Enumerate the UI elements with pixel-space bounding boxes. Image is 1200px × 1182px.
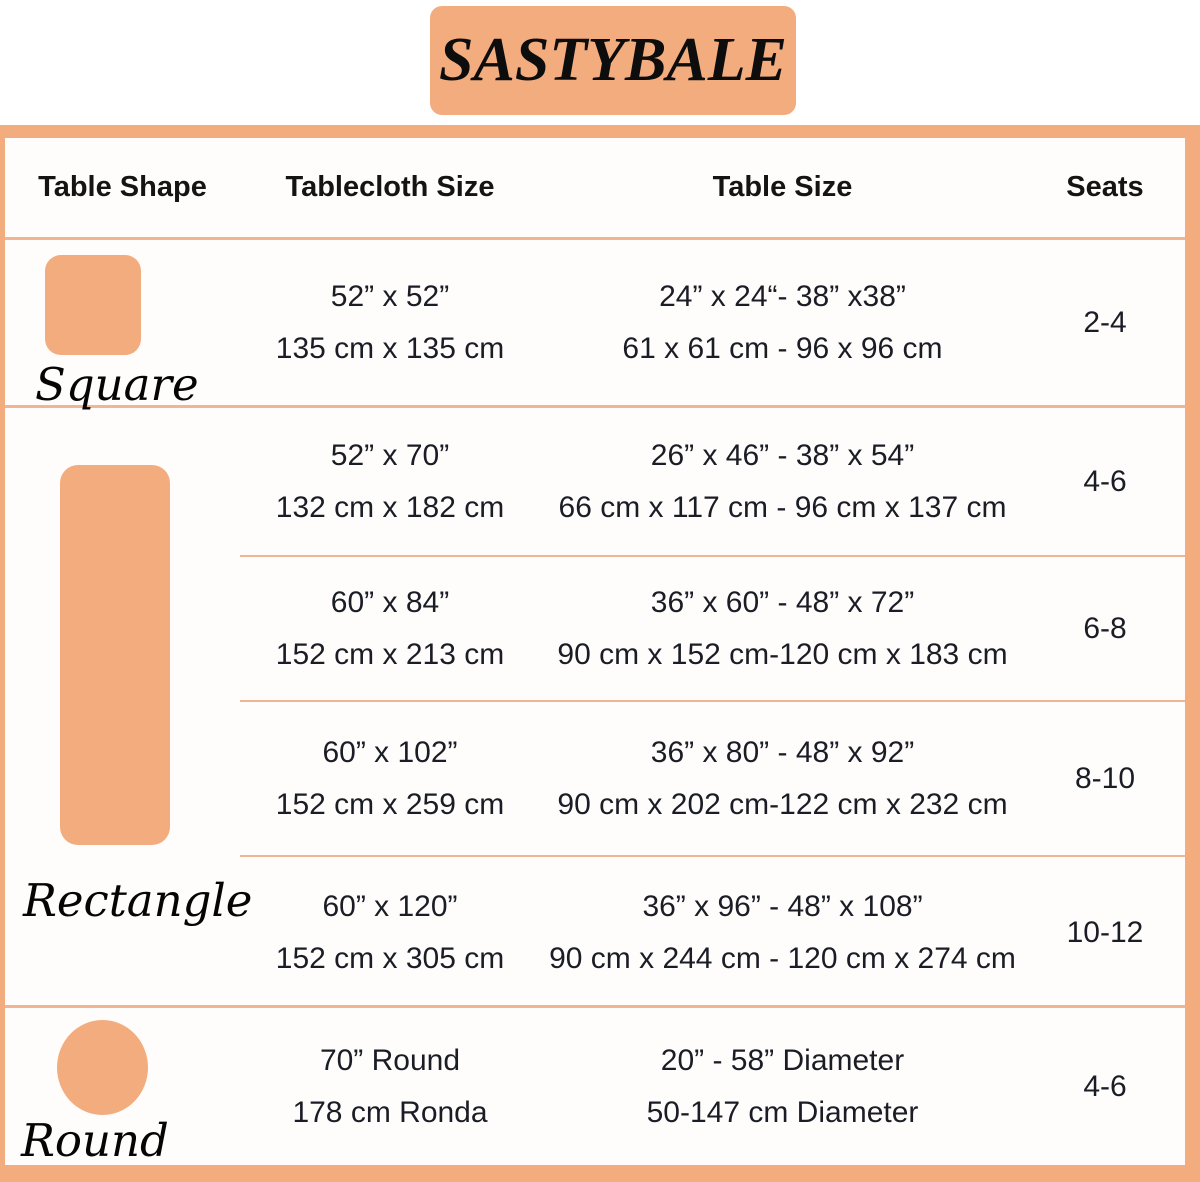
table-size-inches: 24” x 24“- 38” x38”	[659, 279, 906, 313]
seats-cell: 4-6	[1025, 408, 1185, 555]
table-size-cell: 20” - 58” Diameter 50-147 cm Diameter	[540, 1008, 1025, 1165]
table-row: 60” x 102” 152 cm x 259 cm 36” x 80” - 4…	[240, 700, 1185, 855]
tablecloth-size-inches: 52” x 52”	[330, 279, 450, 313]
seats-value: 10-12	[1066, 915, 1144, 949]
tablecloth-size-cm: 152 cm x 213 cm	[275, 637, 505, 671]
tablecloth-size-inches: 60” x 102”	[322, 735, 458, 769]
brand-name: SASTYBALE	[439, 26, 787, 94]
round-shape-label: Round	[21, 1114, 169, 1167]
rectangle-shape-label: Rectangle	[23, 874, 253, 927]
brand-banner: SASTYBALE	[430, 6, 796, 115]
tablecloth-size-cell: 70” Round 178 cm Ronda	[240, 1008, 540, 1165]
rectangle-shape-cell: Rectangle	[5, 408, 252, 1005]
table-size-cm: 61 x 61 cm - 96 x 96 cm	[622, 331, 943, 365]
seats-cell: 2-4	[1025, 240, 1185, 405]
table-size-cell: 36” x 80” - 48” x 92” 90 cm x 202 cm-122…	[540, 702, 1025, 855]
table-row: 60” x 84” 152 cm x 213 cm 36” x 60” - 48…	[240, 555, 1185, 700]
tablecloth-size-cm: 132 cm x 182 cm	[275, 490, 505, 524]
tablecloth-size-inches: 60” x 120”	[322, 889, 458, 923]
table-row: 52” x 52” 135 cm x 135 cm 24” x 24“- 38”…	[240, 240, 1185, 405]
table-size-inches: 36” x 80” - 48” x 92”	[650, 735, 915, 769]
group-square: Square 52” x 52” 135 cm x 135 cm 24” x 2…	[5, 240, 1185, 408]
seats-cell: 6-8	[1025, 557, 1185, 700]
header-seats: Seats	[1066, 171, 1144, 203]
tablecloth-size-cm: 152 cm x 305 cm	[275, 941, 505, 975]
tablecloth-size-inches: 60” x 84”	[330, 585, 450, 619]
tablecloth-size-inches: 70” Round	[319, 1043, 461, 1077]
header-table-size: Table Size	[712, 171, 853, 203]
table-size-cm: 90 cm x 202 cm-122 cm x 232 cm	[557, 787, 1008, 821]
square-shape-icon	[45, 255, 141, 355]
table-row: 60” x 120” 152 cm x 305 cm 36” x 96” - 4…	[240, 855, 1185, 1008]
seats-value: 4-6	[1083, 464, 1127, 498]
table-size-cm: 90 cm x 152 cm-120 cm x 183 cm	[557, 637, 1008, 671]
tablecloth-size-cell: 60” x 102” 152 cm x 259 cm	[240, 702, 540, 855]
table-size-inches: 20” - 58” Diameter	[660, 1043, 905, 1077]
tablecloth-size-cell: 60” x 84” 152 cm x 213 cm	[240, 557, 540, 700]
square-shape-cell: Square	[5, 240, 240, 411]
tablecloth-size-cell: 52” x 70” 132 cm x 182 cm	[240, 408, 540, 555]
table-size-cm: 66 cm x 117 cm - 96 cm x 137 cm	[558, 490, 1007, 524]
group-round: Round 70” Round 178 cm Ronda 20” - 58” D…	[5, 1008, 1185, 1165]
rectangle-shape-icon	[60, 465, 170, 845]
square-shape-label: Square	[35, 358, 199, 411]
table-header-row: Table Shape Tablecloth Size Table Size S…	[5, 138, 1185, 240]
table-size-cell: 24” x 24“- 38” x38” 61 x 61 cm - 96 x 96…	[540, 240, 1025, 405]
table-size-inches: 36” x 60” - 48” x 72”	[650, 585, 915, 619]
tablecloth-size-cm: 178 cm Ronda	[292, 1095, 488, 1129]
table-size-cm: 50-147 cm Diameter	[646, 1095, 919, 1129]
table-size-inches: 36” x 96” - 48” x 108”	[642, 889, 923, 923]
round-shape-icon	[57, 1020, 148, 1115]
seats-cell: 4-6	[1025, 1008, 1185, 1165]
tablecloth-size-cm: 135 cm x 135 cm	[275, 331, 505, 365]
header-table-shape: Table Shape	[38, 171, 207, 203]
table-size-cell: 36” x 60” - 48” x 72” 90 cm x 152 cm-120…	[540, 557, 1025, 700]
seats-cell: 8-10	[1025, 702, 1185, 855]
round-shape-cell: Round	[5, 1008, 240, 1165]
table-size-cm: 90 cm x 244 cm - 120 cm x 274 cm	[549, 941, 1016, 975]
seats-value: 4-6	[1083, 1069, 1127, 1103]
tablecloth-size-inches: 52” x 70”	[330, 438, 450, 472]
size-chart-table: Table Shape Tablecloth Size Table Size S…	[0, 125, 1200, 1182]
table-size-cell: 36” x 96” - 48” x 108” 90 cm x 244 cm - …	[540, 857, 1025, 1008]
tablecloth-size-cm: 152 cm x 259 cm	[275, 787, 505, 821]
tablecloth-size-cell: 52” x 52” 135 cm x 135 cm	[240, 240, 540, 405]
header-tablecloth-size: Tablecloth Size	[285, 171, 495, 203]
seats-value: 2-4	[1083, 305, 1127, 339]
tablecloth-size-cell: 60” x 120” 152 cm x 305 cm	[240, 857, 540, 1008]
table-row: 70” Round 178 cm Ronda 20” - 58” Diamete…	[240, 1008, 1185, 1165]
table-row: 52” x 70” 132 cm x 182 cm 26” x 46” - 38…	[240, 408, 1185, 555]
seats-cell: 10-12	[1025, 857, 1185, 1008]
seats-value: 6-8	[1083, 611, 1127, 645]
group-rectangle: Rectangle 52” x 70” 132 cm x 182 cm 26” …	[5, 408, 1185, 1008]
table-size-inches: 26” x 46” - 38” x 54”	[650, 438, 915, 472]
seats-value: 8-10	[1074, 761, 1136, 795]
table-size-cell: 26” x 46” - 38” x 54” 66 cm x 117 cm - 9…	[540, 408, 1025, 555]
